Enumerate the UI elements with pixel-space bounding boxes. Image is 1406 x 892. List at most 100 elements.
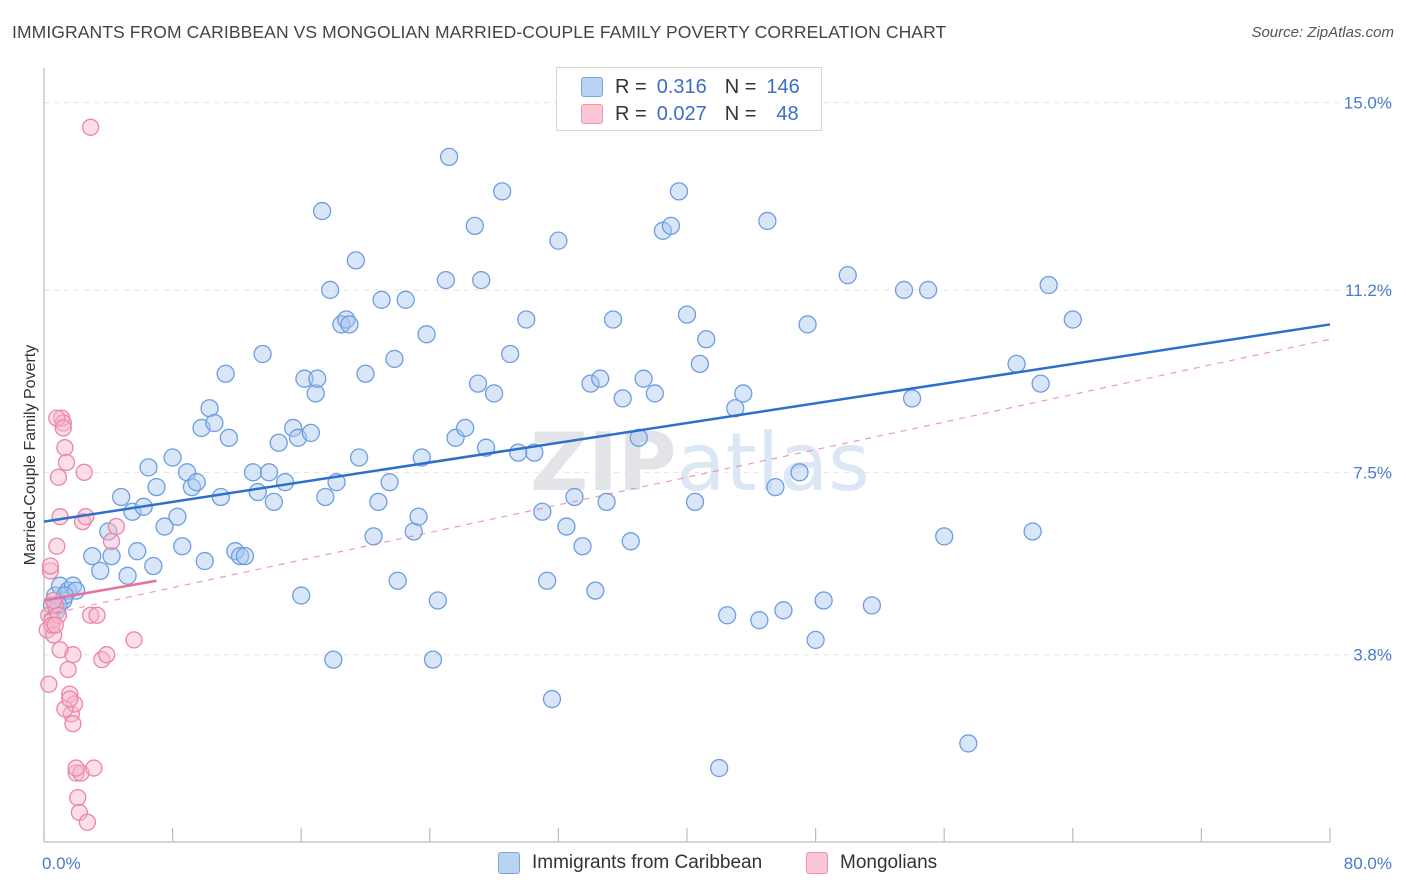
data-point bbox=[91, 561, 110, 581]
data-point bbox=[67, 759, 85, 777]
data-point bbox=[388, 571, 407, 590]
legend-n-label: N = bbox=[724, 75, 757, 98]
y-axis-label: Married-Couple Family Poverty bbox=[22, 345, 39, 566]
data-point bbox=[586, 581, 605, 600]
data-point bbox=[64, 715, 82, 733]
data-point bbox=[51, 641, 69, 659]
data-point bbox=[734, 384, 753, 403]
data-point bbox=[677, 305, 697, 324]
legend-label-caribbean: Immigrants from Caribbean bbox=[532, 852, 763, 873]
y-tick-label: 11.2% bbox=[1345, 281, 1392, 300]
data-point bbox=[54, 419, 72, 437]
data-point bbox=[51, 508, 69, 526]
data-point bbox=[187, 473, 206, 492]
data-point bbox=[144, 556, 163, 576]
legend-item-caribbean[interactable]: Immigrants from Caribbean bbox=[498, 852, 762, 874]
data-point bbox=[346, 251, 366, 270]
trend-line-mongolians bbox=[43, 579, 157, 602]
data-point bbox=[98, 646, 116, 664]
data-point bbox=[439, 147, 459, 167]
legend-r-value: 0.316 bbox=[656, 75, 707, 98]
data-point bbox=[349, 448, 369, 467]
legend-swatch-pink bbox=[581, 104, 603, 124]
data-point bbox=[83, 546, 102, 566]
data-point bbox=[99, 522, 118, 541]
data-point bbox=[243, 463, 263, 482]
data-point bbox=[235, 546, 255, 566]
y-tick-label: 3.8% bbox=[1353, 646, 1392, 665]
data-point bbox=[259, 463, 279, 482]
legend-swatch-blue bbox=[581, 77, 603, 97]
data-point bbox=[93, 650, 111, 669]
data-point bbox=[581, 374, 600, 393]
data-point bbox=[798, 315, 817, 334]
data-point bbox=[168, 507, 187, 526]
data-point bbox=[1063, 310, 1082, 329]
data-point bbox=[41, 562, 60, 580]
grid-lines bbox=[44, 102, 1392, 656]
data-point bbox=[230, 546, 250, 566]
data-point bbox=[112, 487, 131, 507]
legend-row-mongolians: R = 0.027 N = 48 bbox=[581, 102, 799, 126]
legend-swatch-pink bbox=[806, 852, 828, 874]
data-point bbox=[125, 631, 143, 649]
watermark: ZIPatlas bbox=[530, 416, 870, 509]
y-tick-label: 15.0% bbox=[1344, 94, 1392, 113]
trend-line-caribbean bbox=[43, 323, 1331, 523]
data-point bbox=[838, 266, 857, 285]
tick-labels: 3.8% 7.5% 11.2% 15.0% 0.0% 80.0% bbox=[42, 94, 1392, 873]
legend-n-label: N = bbox=[724, 102, 757, 125]
data-point bbox=[72, 764, 90, 782]
data-point bbox=[918, 280, 938, 300]
data-point bbox=[409, 507, 428, 526]
data-point bbox=[102, 532, 121, 550]
data-point bbox=[597, 492, 616, 512]
data-point bbox=[316, 487, 335, 507]
x-tick-label: 0.0% bbox=[42, 854, 81, 873]
watermark-text: ZIPatlas bbox=[530, 416, 870, 509]
chart-title: IMMIGRANTS FROM CARIBBEAN VS MONGOLIAN M… bbox=[12, 22, 947, 42]
data-point bbox=[264, 492, 284, 512]
data-point bbox=[253, 344, 272, 364]
x-tick-label: 80.0% bbox=[1344, 854, 1392, 873]
data-point bbox=[697, 330, 716, 349]
data-point bbox=[48, 409, 66, 427]
data-point bbox=[557, 517, 576, 536]
chart-source: Source: ZipAtlas.com bbox=[1251, 24, 1394, 41]
data-point bbox=[436, 270, 456, 290]
data-point bbox=[621, 532, 640, 551]
data-point bbox=[56, 439, 74, 457]
data-point bbox=[380, 473, 399, 492]
data-point bbox=[85, 759, 103, 777]
data-point bbox=[690, 354, 710, 374]
data-point bbox=[814, 591, 833, 610]
data-point bbox=[613, 389, 632, 408]
data-point bbox=[107, 517, 125, 536]
data-point bbox=[295, 369, 314, 388]
data-point bbox=[484, 384, 504, 403]
data-point bbox=[292, 586, 311, 605]
data-point bbox=[211, 487, 230, 507]
legend-swatch-blue bbox=[498, 852, 520, 874]
data-point bbox=[766, 477, 785, 497]
data-point bbox=[661, 216, 681, 236]
data-point bbox=[301, 423, 320, 443]
legend-item-mongolians[interactable]: Mongolians bbox=[806, 852, 937, 874]
data-point bbox=[312, 201, 332, 221]
data-point bbox=[902, 389, 922, 408]
data-point bbox=[340, 315, 359, 334]
data-point bbox=[324, 650, 343, 669]
data-point bbox=[248, 482, 267, 502]
data-point bbox=[685, 492, 705, 512]
data-point bbox=[205, 413, 224, 433]
data-point bbox=[517, 310, 536, 329]
data-point bbox=[565, 487, 584, 507]
data-point bbox=[163, 448, 182, 467]
y-tick-label: 7.5% bbox=[1353, 463, 1392, 482]
data-point bbox=[862, 596, 882, 615]
data-point bbox=[75, 463, 93, 481]
data-point bbox=[372, 290, 391, 309]
data-point bbox=[750, 611, 769, 630]
data-point bbox=[147, 477, 166, 497]
legend-r-value: 0.027 bbox=[656, 102, 707, 125]
